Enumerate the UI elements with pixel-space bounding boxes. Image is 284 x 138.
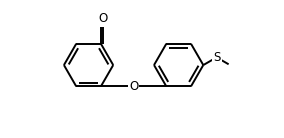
Text: O: O bbox=[98, 12, 107, 25]
Text: O: O bbox=[129, 80, 138, 93]
Text: S: S bbox=[213, 51, 220, 64]
